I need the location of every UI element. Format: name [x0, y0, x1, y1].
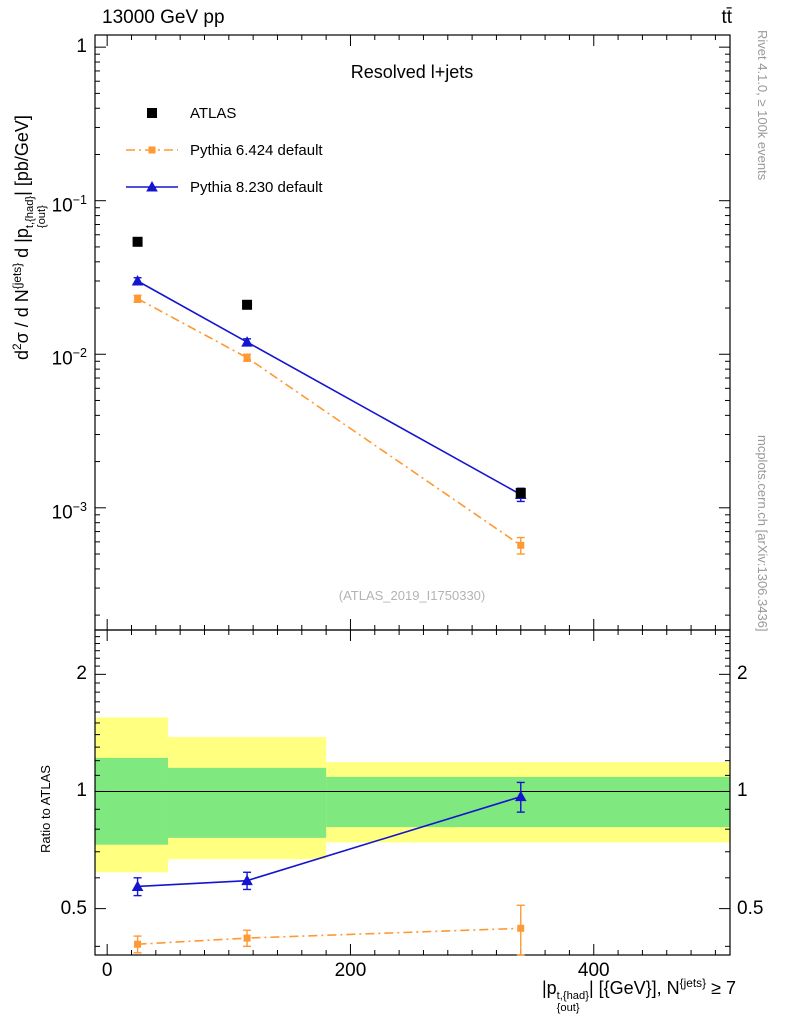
atlas-marker-swatch: [147, 108, 157, 118]
pythia6-marker-swatch: [126, 146, 178, 154]
data-point-square: [148, 146, 156, 154]
series-line: [137, 927, 521, 946]
legend-label: Pythia 6.424 default: [190, 141, 323, 159]
mcplots-arxiv-caption: mcplots.cern.ch [arXiv:1306.3436]: [755, 435, 770, 632]
legend: ATLAS Pythia 6.424 default Pythia 8.230 …: [124, 99, 323, 201]
legend-item-atlas: ATLAS: [124, 99, 323, 127]
ratio-y-axis-label: Ratio to ATLAS: [38, 765, 53, 853]
ylabel-part: d: [12, 349, 32, 360]
x-axis-label: |p t,{had} {out} | [{GeV}], N{jets} ≥ 7: [542, 976, 736, 1014]
xlabel-part: | [{GeV}], N: [588, 978, 680, 998]
ylabel-part: {jets}: [10, 262, 24, 290]
ylabel-part: t,{had}: [24, 195, 37, 229]
series-line: [137, 280, 522, 496]
pythia8-marker-swatch: [126, 181, 178, 192]
data-point-square: [134, 295, 142, 303]
series-line: [137, 298, 522, 546]
legend-label: ATLAS: [190, 104, 237, 122]
data-point-triangle: [241, 336, 253, 347]
xlabel-part: ≥ 7: [706, 978, 736, 998]
ylabel-part: | [pb/GeV]: [12, 115, 32, 196]
legend-item-pythia8: Pythia 8.230 default: [124, 173, 323, 201]
xlabel-supsub: t,{had} {out}: [556, 990, 589, 1014]
beam-energy-label: 13000 GeV pp: [102, 7, 225, 28]
legend-item-pythia6: Pythia 6.424 default: [124, 136, 323, 164]
data-point-triangle: [131, 880, 144, 891]
xlabel-part: |p: [541, 978, 557, 998]
data-point-square: [132, 236, 143, 247]
ylabel-supsub: t,{had} {out}: [24, 195, 48, 229]
uncertainty-band-green: [167, 767, 327, 838]
data-point-triangle: [241, 874, 253, 886]
ratio-panel-frame: [94, 629, 731, 956]
data-point-square: [242, 299, 253, 310]
data-point-square: [243, 934, 251, 942]
data-point-square: [517, 541, 525, 549]
ylabel-part: d |p: [12, 228, 32, 263]
data-point-square: [515, 487, 526, 498]
plot-title: Resolved l+jets: [350, 62, 474, 82]
xlabel-part: t,{had}: [556, 990, 589, 1003]
uncertainty-band-green: [326, 776, 730, 828]
rivet-version-caption: Rivet 4.1.0, ≥ 100k events: [755, 30, 770, 181]
data-point-triangle: [146, 181, 158, 192]
analysis-watermark: (ATLAS_2019_I1750330): [338, 588, 486, 603]
xlabel-part: {out}: [556, 1001, 580, 1014]
main-y-axis-label: d2σ / d N{jets} d |p t,{had} {out} | [pb/Ge…: [10, 115, 48, 360]
process-label: tt̄: [721, 7, 732, 28]
data-point-square: [517, 924, 525, 932]
ylabel-part: σ / d N: [12, 289, 32, 344]
data-point-triangle: [514, 790, 527, 802]
data-point-square: [147, 108, 157, 118]
legend-label: Pythia 8.230 default: [190, 178, 323, 196]
ylabel-part: {out}: [35, 205, 48, 229]
uncertainty-band-green: [95, 757, 168, 845]
data-point-square: [243, 354, 251, 362]
ylabel-part: 2: [10, 343, 24, 350]
data-point-square: [134, 940, 142, 948]
xlabel-part: {jets}: [679, 976, 707, 990]
data-point-triangle: [131, 274, 144, 286]
